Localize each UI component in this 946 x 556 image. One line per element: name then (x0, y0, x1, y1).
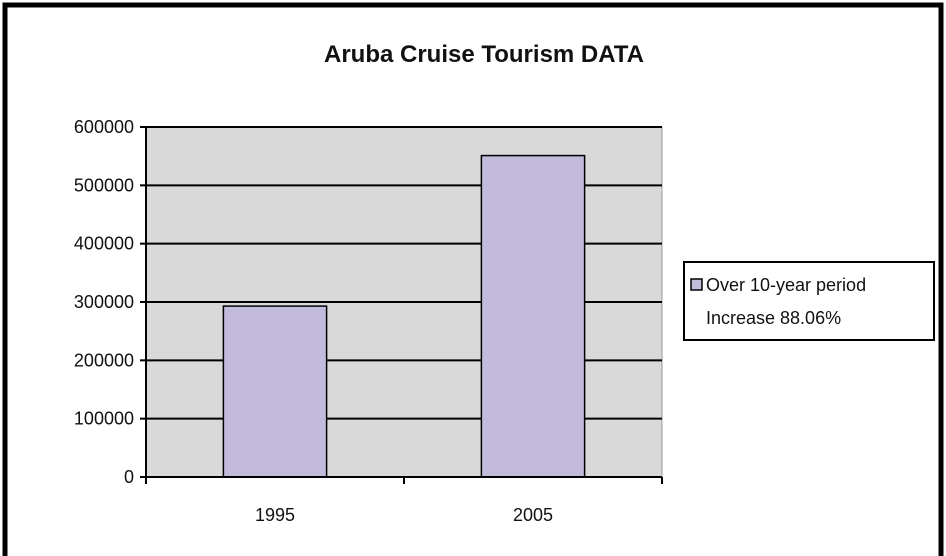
legend: Over 10-year period Increase 88.06% (683, 261, 935, 341)
bar-2005 (480, 154, 586, 478)
legend-label-line-1: Over 10-year period (706, 275, 866, 295)
bar-1995 (222, 305, 328, 478)
x-axis: 1995 2005 (145, 476, 663, 525)
legend-swatch (690, 278, 703, 291)
x-tick-label: 2005 (513, 505, 553, 525)
y-tick-label: 300000 (74, 292, 134, 312)
x-tick-label: 1995 (255, 505, 295, 525)
chart-title: Aruba Cruise Tourism DATA (324, 41, 644, 68)
legend-box (683, 261, 935, 341)
y-axis: 0 100000 200000 300000 400000 500000 600000 (74, 117, 147, 487)
y-tick-label: 500000 (74, 175, 134, 195)
y-tick-label: 100000 (74, 409, 134, 429)
y-tick-label: 0 (124, 467, 134, 487)
y-tick-label: 600000 (74, 117, 134, 137)
y-tick-label: 400000 (74, 234, 134, 254)
y-tick-label: 200000 (74, 350, 134, 370)
legend-label-line-2: Increase 88.06% (706, 308, 841, 328)
